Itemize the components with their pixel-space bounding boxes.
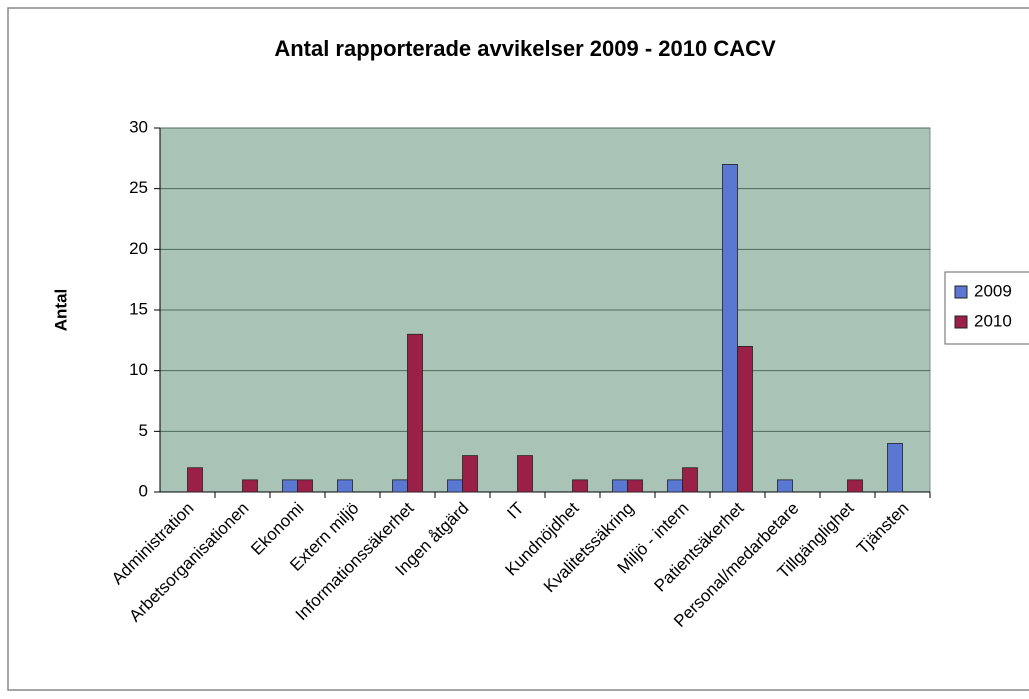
bar <box>667 479 683 493</box>
y-tick-label: 0 <box>139 481 148 500</box>
legend-label: 2010 <box>974 311 1012 330</box>
bar <box>187 467 203 493</box>
bar <box>722 163 738 493</box>
bar <box>462 455 478 493</box>
y-tick-label: 10 <box>129 360 148 379</box>
chart-title: Antal rapporterade avvikelser 2009 - 201… <box>274 36 776 61</box>
bar <box>572 479 588 493</box>
bar <box>447 479 463 493</box>
bar <box>242 479 258 493</box>
bar <box>337 479 353 493</box>
bar <box>392 479 408 493</box>
bar <box>847 479 863 493</box>
y-tick-label: 15 <box>129 299 148 318</box>
y-tick-label: 20 <box>129 239 148 258</box>
bar <box>297 479 313 493</box>
bar <box>407 333 423 493</box>
bar <box>627 479 643 493</box>
bar <box>682 467 698 493</box>
bar <box>282 479 298 493</box>
bar <box>737 345 753 493</box>
legend-swatch <box>954 315 968 329</box>
y-axis-label: Antal <box>51 289 70 332</box>
legend-label: 2009 <box>974 281 1012 300</box>
legend-swatch <box>954 285 968 299</box>
y-tick-label: 25 <box>129 178 148 197</box>
bar <box>517 455 533 493</box>
legend-box <box>944 271 1029 345</box>
bar <box>777 479 793 493</box>
y-tick-label: 5 <box>139 421 148 440</box>
bar <box>887 443 903 493</box>
bar <box>612 479 628 493</box>
y-tick-label: 30 <box>129 117 148 136</box>
